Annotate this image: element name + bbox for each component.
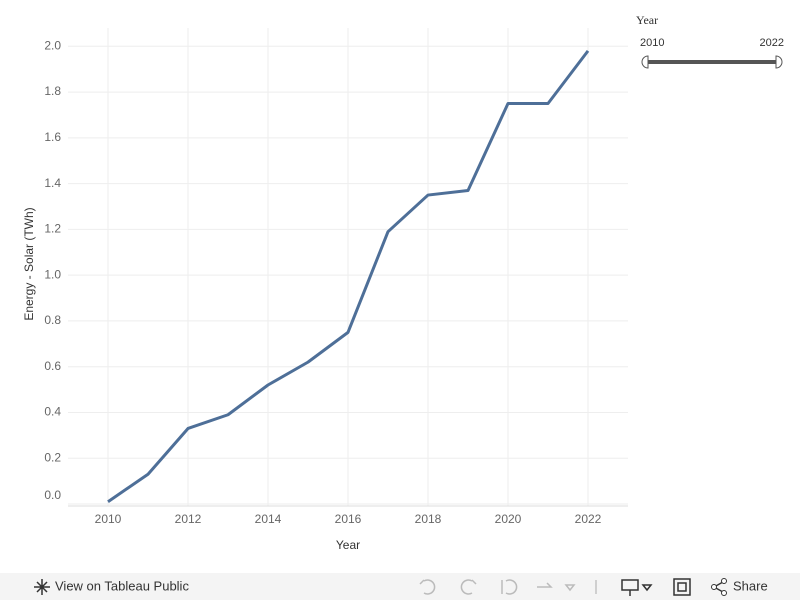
x-tick-label: 2012 <box>175 512 202 526</box>
year-filter[interactable]: Year 2010 2022 <box>636 13 784 69</box>
y-tick-label: 1.8 <box>44 84 61 98</box>
revert-button[interactable] <box>501 579 518 595</box>
x-axis-label: Year <box>336 538 360 552</box>
x-tick-label: 2022 <box>575 512 602 526</box>
y-tick-label: 0.4 <box>44 405 61 419</box>
y-tick-label: 0.0 <box>44 488 61 502</box>
y-tick-label: 0.8 <box>44 313 61 327</box>
filter-min: 2010 <box>640 37 664 49</box>
filter-max: 2022 <box>760 37 784 49</box>
x-tick-label: 2014 <box>255 512 282 526</box>
filter-title: Year <box>636 13 658 27</box>
fullscreen-button[interactable] <box>673 578 691 596</box>
y-tick-label: 1.0 <box>44 267 61 281</box>
toolbar <box>0 573 800 600</box>
redo-button[interactable] <box>460 579 477 595</box>
y-tick-label: 0.6 <box>44 359 61 373</box>
view-on-tableau[interactable]: View on Tableau Public <box>34 578 189 595</box>
slider-track <box>644 60 780 64</box>
x-tick-label: 2010 <box>95 512 122 526</box>
y-tick-label: 1.6 <box>44 130 61 144</box>
slider-handle[interactable] <box>641 55 649 69</box>
x-tick-label: 2020 <box>495 512 522 526</box>
y-axis-label: Energy - Solar (TWh) <box>22 207 36 320</box>
share-icon <box>711 584 717 590</box>
y-tick-label: 0.2 <box>44 450 61 464</box>
x-tick-label: 2016 <box>335 512 362 526</box>
undo-button[interactable] <box>419 579 436 595</box>
share-button[interactable]: Share <box>711 578 768 596</box>
view-link: View on Tableau Public <box>55 578 189 593</box>
y-tick-label: 1.2 <box>44 222 61 236</box>
tableau-icon <box>34 579 50 595</box>
refresh-button[interactable] <box>537 582 576 592</box>
share-label: Share <box>733 578 768 593</box>
download-button[interactable] <box>621 579 653 596</box>
x-tick-label: 2018 <box>415 512 442 526</box>
y-tick-label: 2.0 <box>44 38 61 52</box>
slider-handle[interactable] <box>775 55 783 69</box>
share-icon <box>721 590 727 596</box>
y-tick-label: 1.4 <box>44 176 61 190</box>
line <box>107 49 590 503</box>
share-icon <box>721 578 727 584</box>
